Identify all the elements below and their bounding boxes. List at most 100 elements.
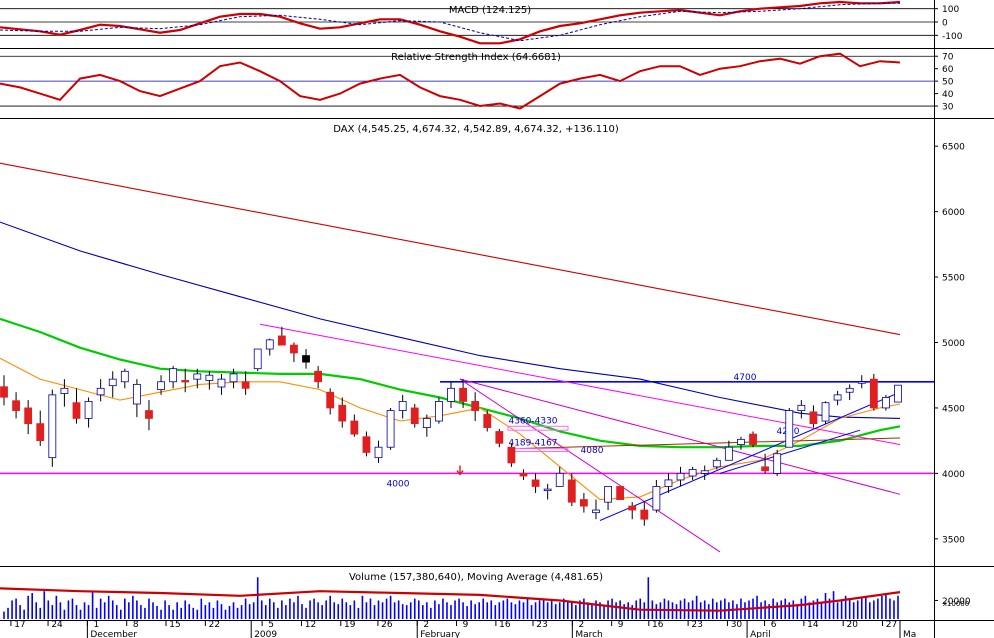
candle-body [181, 380, 190, 383]
x-day-label: 20 [846, 620, 858, 630]
candle-body [265, 339, 274, 350]
x-day-label: 5 [268, 620, 274, 630]
rsi-panel: 70 60 50 40 30 [0, 52, 954, 113]
candle-body [857, 381, 866, 384]
volume-axis-tick-label: 20000 [942, 597, 971, 607]
x-day-label: 2 [578, 620, 584, 630]
x-month-label: December [90, 630, 137, 638]
sell-arrow-icon [456, 465, 464, 476]
candle-body [326, 391, 335, 409]
candle-body [193, 373, 202, 380]
x-day-label: 26 [381, 620, 393, 630]
candle-body [72, 402, 81, 419]
candle-body [845, 387, 854, 393]
candle-body [169, 368, 178, 383]
x-day-label: 14 [807, 620, 819, 630]
candle-body [483, 414, 492, 428]
trendline-support-rising [599, 391, 901, 521]
candle-body [120, 370, 129, 383]
candle-body [253, 348, 262, 370]
candle-body [459, 387, 467, 402]
x-day-label: 8 [133, 620, 139, 630]
price-axis-tick-label: 6000 [942, 208, 965, 218]
x-day-label: 16 [652, 620, 664, 630]
candle-body [398, 400, 407, 411]
price-axis-tick-label: 5500 [942, 274, 965, 284]
rsi-axis-tick-label: 60 [942, 65, 954, 75]
price-axis-tick-label: 4000 [942, 470, 965, 480]
price-zone-label: 4189-4167 [508, 439, 557, 449]
candle-body [12, 400, 20, 411]
candle-body [640, 509, 649, 520]
volume-panel: 20000 [0, 577, 971, 619]
price-title: DAX (4,545.25, 4,674.32, 4,542.89, 4,674… [333, 124, 619, 135]
candle-body [386, 410, 395, 448]
price-ma20-line [0, 357, 901, 501]
x-day-label: 27 [886, 620, 897, 630]
price-zone-label: 4360-4330 [508, 416, 557, 426]
price-ma50-line [0, 317, 901, 449]
candle-body [229, 373, 238, 383]
candle-body [700, 470, 709, 474]
rsi-title: Relative Strength Index (64.6681) [391, 52, 561, 63]
candle-body [604, 486, 612, 503]
candle-body [108, 378, 117, 387]
trendline-support-short [719, 429, 861, 474]
rsi-axis-tick-label: 30 [942, 103, 954, 113]
x-day-label: 9 [618, 620, 624, 630]
price-axis-tick-label: 5000 [942, 339, 965, 349]
candle-body [495, 431, 504, 444]
x-day-label: 22 [209, 620, 220, 630]
price-annotation: 4080 [581, 446, 604, 456]
volume-title: Volume (157,380,640), Moving Average (4,… [349, 572, 603, 583]
candle-body [132, 383, 141, 405]
candle-body [374, 446, 383, 459]
volume-unit-label: x10000 [943, 600, 969, 608]
trendline-brown-channel [519, 437, 901, 449]
candle-body [821, 402, 830, 422]
price-panel: 6500 6000 5500 5000 4500 4000 3500 4700 4000 4360… [0, 143, 965, 553]
price-level-label: 4000 [387, 479, 410, 489]
x-month-label: March [575, 630, 602, 638]
trendline-fast-decline [459, 378, 721, 553]
candle-body [0, 386, 8, 398]
x-day-label: 23 [536, 620, 547, 630]
candle-body [302, 355, 310, 363]
x-day-label: 23 [691, 620, 702, 630]
x-day-label: 17 [14, 620, 25, 630]
candle-body [579, 499, 588, 507]
candle-body [894, 384, 902, 403]
candle-body [567, 479, 576, 503]
candle-body [869, 378, 878, 409]
candle-body [519, 472, 528, 477]
candle-body [543, 488, 552, 491]
price-ma100-line [0, 221, 901, 419]
candle-body [277, 335, 286, 346]
x-month-label: Ma [903, 630, 916, 638]
trendline-resistance-upper [259, 323, 901, 446]
x-day-label: 9 [463, 620, 469, 630]
x-day-label: 15 [169, 620, 180, 630]
x-day-label: 30 [731, 620, 743, 630]
candle-body [205, 374, 214, 381]
candle-body [531, 479, 540, 487]
x-day-label: 6 [771, 620, 777, 630]
candle-body [712, 459, 721, 468]
candle-body [290, 344, 298, 354]
candle-body [616, 486, 625, 500]
candle-body [628, 505, 637, 511]
x-month-label: February [420, 630, 461, 638]
candle-body [676, 472, 685, 481]
price-level-label: 4700 [734, 373, 757, 383]
candle-body [664, 479, 673, 487]
rsi-series-rsi [0, 52, 901, 110]
candle-body [410, 407, 419, 425]
candle-body [36, 423, 45, 442]
candle-body [724, 446, 733, 461]
candle-body [688, 469, 697, 477]
candle-body [507, 446, 516, 464]
candle-body [241, 381, 250, 389]
rsi-axis-tick-label: 70 [942, 53, 954, 63]
candle-body [157, 381, 165, 391]
